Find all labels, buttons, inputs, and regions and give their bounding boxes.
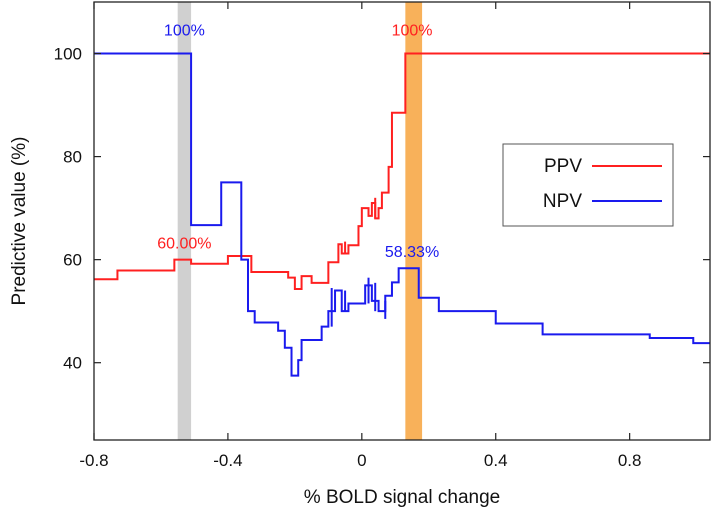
y-tick-label: 40	[63, 354, 82, 373]
y-axis-title: Predictive value (%)	[9, 137, 30, 306]
legend: PPV NPV	[502, 143, 674, 227]
threshold-bands	[177, 2, 423, 440]
x-tick-label: 0	[357, 451, 366, 470]
axis-ticks: -0.8 -0.4 0 0.4 0.8 40 60 80 100	[54, 2, 710, 470]
x-tick-label: -0.8	[79, 451, 108, 470]
ppv-max-label: 100%	[392, 22, 433, 39]
y-tick-label: 80	[63, 148, 82, 167]
ppv-at-npv-threshold-label: 60.00%	[157, 235, 211, 252]
legend-box	[502, 143, 674, 227]
legend-label-ppv: PPV	[544, 156, 582, 177]
annotations: 100% 100% 60.00% 58.33%	[157, 22, 439, 261]
series-line-ppv	[94, 52, 710, 291]
y-tick-label: 60	[63, 251, 82, 270]
ppv-threshold-band	[405, 2, 423, 440]
x-tick-label: -0.4	[213, 451, 242, 470]
x-tick-label: 0.4	[484, 451, 508, 470]
x-tick-label: 0.8	[618, 451, 642, 470]
npv-max-label: 100%	[164, 22, 205, 39]
series-line-npv	[94, 52, 710, 377]
npv-threshold-band	[177, 2, 192, 440]
plot-frame	[93, 1, 711, 441]
y-tick-label: 100	[54, 45, 82, 64]
x-axis-title: % BOLD signal change	[304, 487, 500, 508]
npv-at-ppv-threshold-label: 58.33%	[385, 244, 439, 261]
data-series	[94, 52, 710, 377]
legend-label-npv: NPV	[543, 191, 582, 212]
